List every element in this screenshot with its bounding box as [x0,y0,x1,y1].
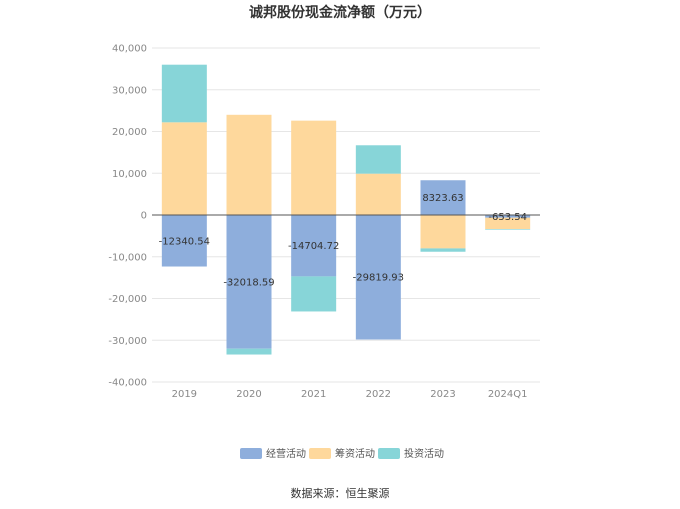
x-tick-label: 2020 [236,389,261,400]
data-label-2024Q1: -653.54 [488,212,527,223]
data-label-2023: 8323.63 [422,193,463,204]
legend-label: 经营活动 [266,447,306,460]
y-tick-label: 20,000 [112,127,147,138]
legend-swatch [309,448,331,459]
x-tick-label: 2021 [301,389,326,400]
y-tick-label: 0 [141,211,147,222]
bar-2022-series-0 [355,215,401,340]
x-tick-label: 2023 [430,389,455,400]
bar-2020-series-2 [226,348,272,355]
legend-item-0[interactable]: 经营活动 [240,447,306,460]
y-tick-label: 40,000 [112,44,147,55]
legend-swatch [240,448,262,459]
y-tick-label: -40,000 [108,378,147,389]
bar-2021-series-2 [291,276,337,312]
grid-lines [152,47,540,383]
bars [161,64,531,355]
y-tick-label: 30,000 [112,85,147,96]
x-tick-label: 2024Q1 [488,389,528,400]
bar-2023-series-2 [420,248,466,252]
legend-item-2[interactable]: 投资活动 [378,447,444,460]
bar-2021-series-0 [291,215,337,277]
y-tick-label: -10,000 [108,252,147,263]
chart-title: 诚邦股份现金流净额（万元） [249,4,431,21]
data-labels: -12340.54 -32018.59 -14704.72 -29819.93 8323… [159,193,527,288]
y-tick-label: -20,000 [108,294,147,305]
data-label-2020: -32018.59 [223,277,274,288]
bar-2023-series-0 [420,180,466,215]
data-label-2021: -14704.72 [288,241,339,252]
legend-label: 筹资活动 [335,447,375,460]
y-axis: -40,000 -30,000 -20,000 -10,000 0 10,000 20,00… [108,44,147,389]
x-tick-label: 2019 [172,389,197,400]
legend-swatch [378,448,400,459]
legend-item-1[interactable]: 筹资活动 [309,447,375,460]
legend: 经营活动 筹资活动 投资活动 [240,447,444,460]
bar-2022-series-2 [355,145,401,174]
bar-2024Q1-series-1 [485,217,531,230]
y-tick-label: -30,000 [108,336,147,347]
bar-2024Q1-series-2 [485,229,531,230]
legend-label: 投资活动 [404,447,444,460]
bar-2020-series-0 [226,215,272,349]
data-label-2022: -29819.93 [353,273,404,284]
bar-2023-series-1 [420,215,466,249]
y-tick-label: 10,000 [112,169,147,180]
bar-2022-series-1 [355,173,401,215]
data-label-2019: -12340.54 [159,236,210,247]
bar-2019-series-1 [161,122,207,215]
bar-2024Q1-series-0 [485,215,531,218]
bar-2019-series-0 [161,215,207,267]
x-axis: 2019 2020 2021 2022 2023 2024Q1 [172,389,528,400]
bar-2021-series-1 [291,120,337,215]
data-source: 数据来源：恒生聚源 [291,486,390,500]
bar-2020-series-1 [226,114,272,215]
x-tick-label: 2022 [366,389,391,400]
bar-2019-series-2 [161,64,207,123]
